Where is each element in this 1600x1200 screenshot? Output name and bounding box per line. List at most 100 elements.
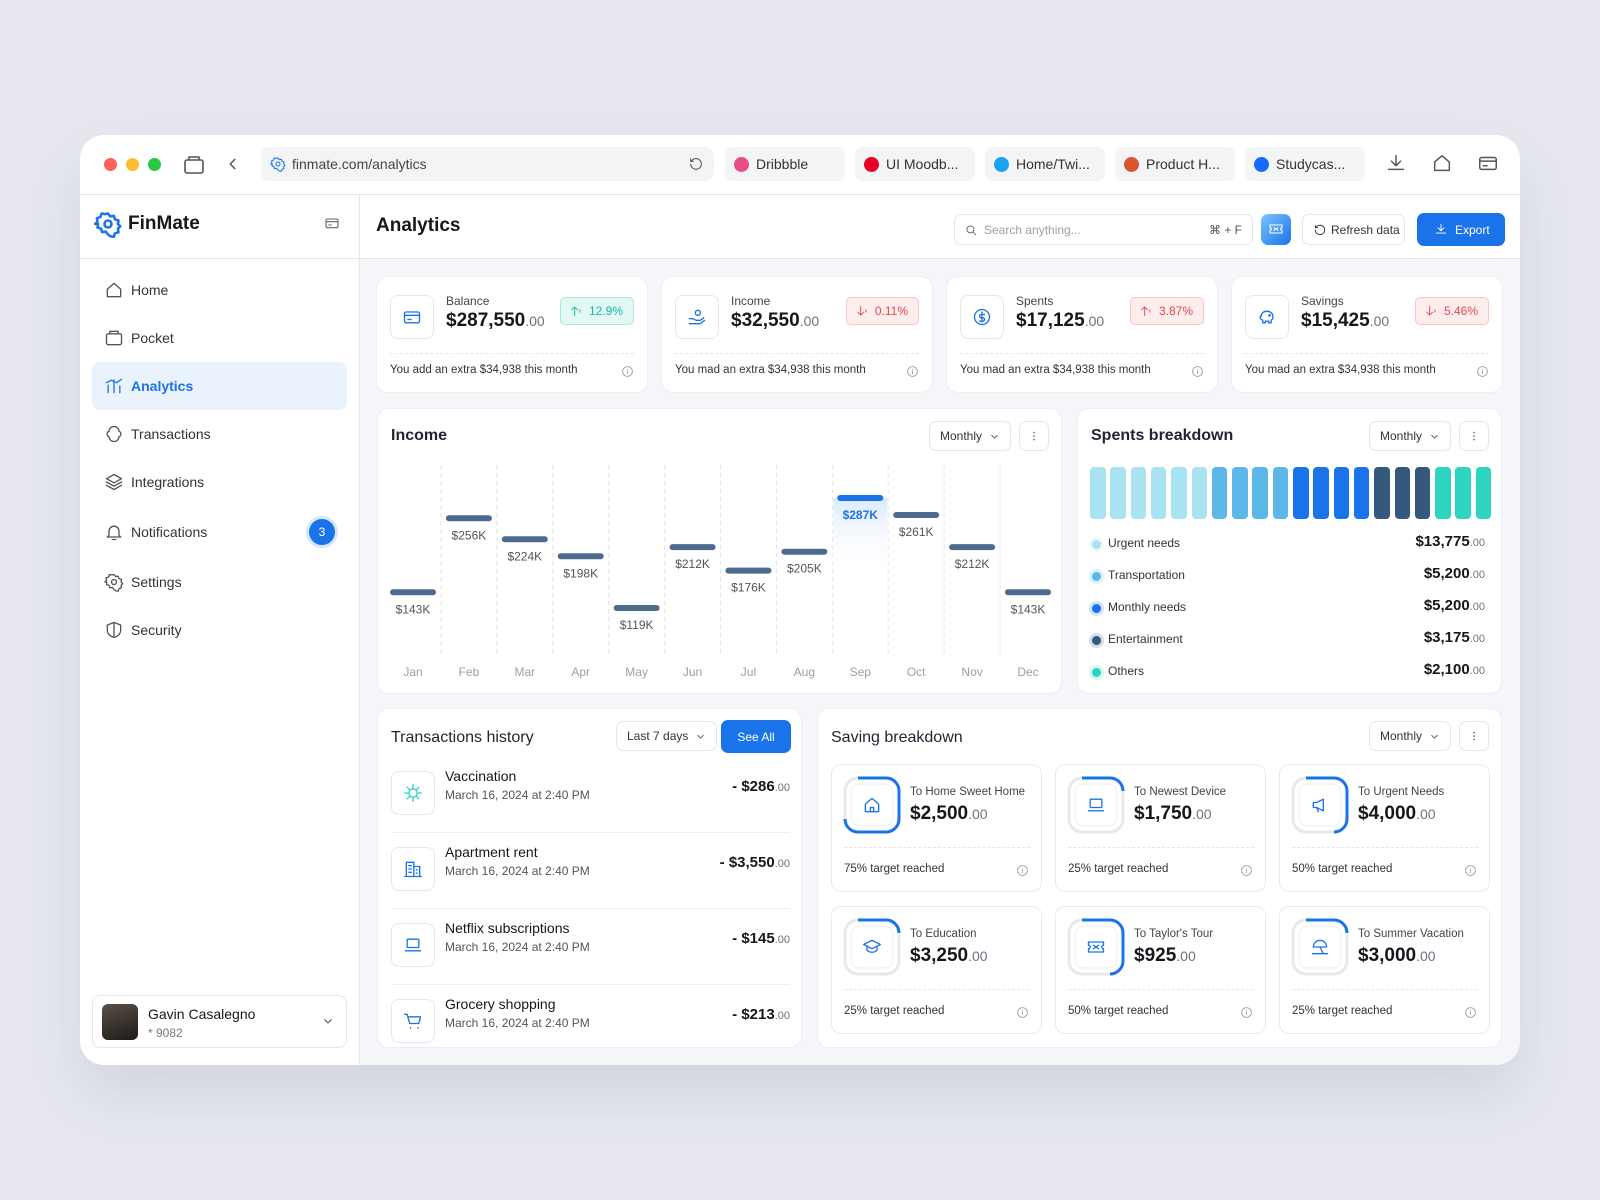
dropdown[interactable]: Monthly (1368, 421, 1451, 451)
icon (106, 282, 122, 298)
legend-dot (1092, 540, 1101, 549)
dropdown[interactable]: Last 7 days (616, 721, 718, 751)
browser-tab[interactable]: Product H... (1115, 147, 1235, 181)
browser-tab[interactable]: Studycas... (1245, 147, 1365, 181)
icon-part (1269, 224, 1283, 234)
amount: $13,775.00 (1415, 533, 1485, 550)
amount-cents: .00 (1469, 665, 1485, 677)
search-placeholder: Search anything... (984, 223, 1081, 237)
dropdown-label: Monthly (1379, 429, 1422, 443)
amount-cents: .00 (1469, 537, 1485, 549)
bar (1005, 589, 1051, 596)
stat-label: Spents (1016, 294, 1054, 308)
legend-dot (1092, 572, 1101, 581)
divider (391, 908, 790, 909)
value-label: $287K (843, 508, 879, 522)
nav-item[interactable]: Home (92, 266, 347, 314)
spent-pill (1171, 467, 1187, 519)
divider (844, 989, 1030, 990)
dropdown[interactable]: Monthly (928, 421, 1011, 451)
refresh-button[interactable]: Refresh data (1302, 214, 1405, 245)
spent-pill (1455, 467, 1471, 519)
transaction-row[interactable]: Apartment rent March 16, 2024 at 2:40 PM -… (378, 838, 803, 909)
transaction-row[interactable]: Grocery shopping March 16, 2024 at 2:40 P… (378, 990, 803, 1052)
browser-tab[interactable]: UI Moodb... (855, 147, 975, 181)
more-button[interactable] (1459, 721, 1489, 751)
divider (1292, 847, 1478, 848)
goal-card[interactable]: To Home Sweet Home $2,500.00 75% target re… (831, 764, 1042, 892)
icon (1017, 1007, 1028, 1018)
bar (949, 544, 996, 551)
icon-part (403, 314, 421, 321)
nav-item[interactable]: Settings (92, 558, 347, 606)
icon (106, 525, 122, 541)
spent-pill (1353, 467, 1370, 519)
goal-progress-label: 25% target reached (1292, 1005, 1393, 1017)
nav-item[interactable]: Integrations (92, 458, 347, 506)
magic-button[interactable] (1261, 214, 1291, 245)
address-bar[interactable]: finmate.com/analytics (261, 147, 714, 181)
icon (1426, 305, 1436, 316)
amount-value: $2,100 (1423, 661, 1470, 678)
spent-pill (1211, 467, 1228, 519)
nav-item[interactable]: Pocket (92, 314, 347, 362)
icon-part (864, 797, 880, 813)
amount-value: $13,775 (1415, 533, 1470, 550)
spent-pill (1435, 467, 1451, 519)
more-button[interactable] (1459, 421, 1489, 451)
user-card[interactable]: Gavin Casalegno * 9082 (92, 995, 347, 1048)
export-button[interactable]: Export (1417, 213, 1505, 246)
icon (1314, 224, 1326, 236)
goal-card[interactable]: To Summer Vacation $3,000.00 25% target re… (1279, 906, 1490, 1034)
amount: - $213.00 (732, 1006, 790, 1023)
icon-part (1192, 366, 1203, 377)
window-control[interactable] (104, 158, 117, 171)
nav-item[interactable]: Notifications 3 (92, 508, 347, 556)
icon (1192, 366, 1203, 377)
value-label: $143K (1011, 602, 1046, 616)
icon (1431, 734, 1438, 739)
browser-tab[interactable]: Home/Twi... (985, 147, 1105, 181)
page-title: Analytics (376, 215, 461, 236)
icon-part (863, 939, 881, 953)
nav-item[interactable]: Transactions (92, 410, 347, 458)
icon-part (105, 333, 123, 346)
nav-label: Home (131, 282, 169, 298)
dropdown[interactable]: Monthly (1368, 721, 1451, 751)
search-box[interactable]: Search anything... ⌘ + F (954, 214, 1253, 245)
see-all-button[interactable]: See All (721, 720, 791, 753)
x-tick-label: Jun (683, 665, 702, 679)
browser-tab[interactable]: Dribbble (725, 147, 845, 181)
goal-card[interactable]: To Newest Device $1,750.00 25% target reac… (1055, 764, 1266, 892)
transaction-row[interactable]: Vaccination March 16, 2024 at 2:40 PM - $2… (378, 762, 803, 833)
transaction-row[interactable]: Netflix subscriptions March 16, 2024 at 2… (378, 914, 803, 985)
nav-item[interactable]: Security (92, 606, 347, 654)
goal-card[interactable]: To Taylor's Tour $925.00 50% target reache… (1055, 906, 1266, 1034)
stat-change-value: 0.11% (874, 304, 908, 318)
icon-part (622, 366, 633, 377)
tab-title: Home/Twi... (1016, 156, 1090, 172)
amount-value: - $286 (732, 778, 775, 795)
window-control[interactable] (126, 158, 139, 171)
nav-item[interactable]: Analytics (92, 362, 347, 410)
goal-card[interactable]: To Urgent Needs $4,000.00 50% target reach… (1279, 764, 1490, 892)
x-tick-label: Apr (571, 665, 590, 679)
legend-dot (1092, 604, 1101, 613)
goal-inner (1298, 783, 1342, 827)
goal-progress-label: 75% target reached (844, 863, 945, 875)
more-button[interactable] (1019, 421, 1049, 451)
legend-label: Others (1108, 664, 1145, 678)
icon (857, 305, 867, 316)
icon-part (94, 212, 122, 238)
icon (1033, 431, 1035, 441)
x-tick-label: Oct (907, 665, 926, 679)
goal-card[interactable]: To Education $3,250.00 25% target reached (831, 906, 1042, 1034)
amount-value: $32,550 (731, 310, 800, 331)
icon-part (972, 231, 977, 236)
window-control[interactable] (148, 158, 161, 171)
icon-part (1141, 306, 1151, 317)
stat-note: You add an extra $34,938 this month (390, 364, 578, 376)
icon (1433, 154, 1451, 172)
